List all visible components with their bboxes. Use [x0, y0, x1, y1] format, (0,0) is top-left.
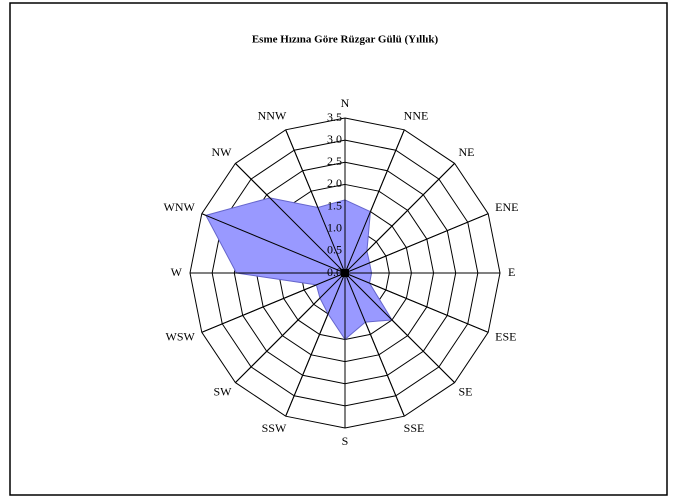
category-label: E [508, 265, 515, 279]
spoke-overlay [344, 129, 405, 274]
category-label: W [171, 265, 183, 279]
category-label: SW [213, 384, 232, 398]
spoke-overlay [201, 272, 346, 333]
spoke-overlay [344, 213, 489, 274]
category-label: NW [211, 145, 232, 159]
spoke-overlay [344, 272, 489, 333]
category-label: WSW [166, 329, 196, 343]
r-tick-label: 2.0 [327, 176, 342, 190]
category-label: SSE [404, 421, 425, 435]
r-tick-label: 3.0 [327, 132, 342, 146]
category-label: ESE [495, 329, 516, 343]
r-tick-label: 1.0 [327, 220, 342, 234]
spoke-overlay [285, 129, 346, 274]
category-label: SE [459, 384, 473, 398]
chart-title: Esme Hızına Göre Rüzgar Gülü (Yıllık) [252, 34, 439, 46]
category-label: ENE [495, 200, 518, 214]
spoke-overlay [235, 272, 346, 383]
r-tick-label: 0.5 [327, 243, 342, 257]
r-tick-label: 1.5 [327, 198, 342, 212]
spoke-overlay [235, 163, 346, 274]
spoke-overlay [285, 272, 346, 417]
spoke-overlay [201, 213, 346, 274]
r-tick-label: 0.0 [327, 265, 342, 279]
category-label: NNE [404, 109, 429, 123]
spoke-overlay [344, 163, 455, 274]
category-label: WNW [164, 200, 196, 214]
category-label: SSW [262, 421, 287, 435]
r-tick-label: 3.5 [327, 110, 342, 124]
category-label: NE [459, 145, 475, 159]
center-marker [341, 269, 349, 277]
category-label: S [342, 434, 349, 448]
spoke-overlay [344, 272, 405, 417]
category-label: N [341, 96, 350, 110]
r-tick-label: 2.5 [327, 154, 342, 168]
spoke-overlay [344, 272, 455, 383]
category-label: NNW [258, 109, 287, 123]
